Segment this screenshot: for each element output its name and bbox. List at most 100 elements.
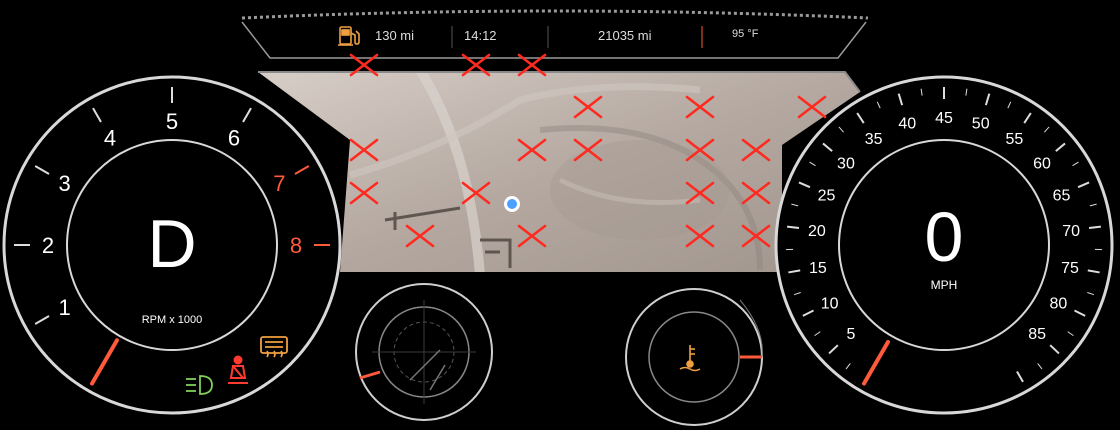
- tachometer: 1 2 3 4 5 6 7 8: [2, 75, 342, 415]
- speedometer-tick: [798, 181, 811, 189]
- fuel-pump-icon: [338, 26, 360, 46]
- tachometer-label: 7: [273, 171, 285, 196]
- map-marker: [573, 138, 603, 162]
- tachometer-label: 8: [290, 233, 302, 258]
- map-marker: [741, 224, 771, 248]
- speedometer-label: 25: [818, 187, 836, 204]
- speedometer-tick: [1072, 161, 1079, 167]
- gear-indicator: D: [147, 206, 197, 282]
- map-marker: [405, 224, 435, 248]
- speedometer-label: 35: [865, 131, 883, 148]
- speedometer-tick: [791, 203, 799, 207]
- speedometer-tick: [1044, 126, 1050, 133]
- tachometer-tick: [294, 165, 310, 175]
- speedometer-tick: [793, 292, 801, 296]
- speedometer-label: 65: [1053, 187, 1071, 204]
- speedometer-tick: [809, 161, 816, 167]
- speedometer-tick: [1055, 142, 1066, 152]
- small-gauge-left: [355, 283, 493, 421]
- speedometer-tick: [876, 101, 881, 109]
- tachometer-ticks: [14, 87, 330, 325]
- tachometer-tick: [242, 107, 252, 123]
- map-marker: [349, 138, 379, 162]
- top-info-bar: [241, 9, 869, 59]
- speedometer-tick: [897, 93, 904, 106]
- speedometer-tick: [1037, 363, 1043, 370]
- tachometer-tick: [34, 315, 50, 325]
- map-marker: [517, 224, 547, 248]
- map-marker: [797, 95, 827, 119]
- navigation-map[interactable]: [250, 70, 870, 280]
- map-markers: [349, 53, 827, 333]
- speedometer-needle: [862, 339, 890, 386]
- speedometer-label: 45: [935, 110, 953, 127]
- speedometer-tick: [786, 225, 800, 230]
- coolant-temp-icon: [679, 345, 701, 372]
- speedometer-tick: [1077, 181, 1090, 189]
- speedometer-tick: [802, 309, 814, 317]
- map-marker: [573, 95, 603, 119]
- speedometer-tick: [814, 331, 821, 337]
- tachometer-label: 6: [228, 126, 240, 151]
- speedometer-tick: [1088, 225, 1102, 230]
- speedometer-label: 50: [972, 115, 990, 132]
- speedometer-tick: [1016, 370, 1024, 383]
- outside-temperature: 95 °F: [732, 28, 759, 40]
- headlight-icon: [186, 375, 213, 395]
- speedometer-tick: [788, 269, 801, 274]
- speedometer-label: 15: [809, 260, 827, 277]
- map-marker: [685, 181, 715, 205]
- tachometer-label: 2: [42, 233, 54, 258]
- map-marker: [461, 53, 491, 77]
- speed-unit-label: MPH: [930, 278, 958, 292]
- tachometer-labels: 1 2 3 4 5 6 7 8: [42, 109, 302, 320]
- speedometer-tick: [1023, 112, 1032, 124]
- speedometer-tick: [845, 363, 851, 370]
- speedometer-label: 10: [821, 295, 839, 312]
- speedometer-label: 85: [1028, 326, 1046, 343]
- speedometer-label: 55: [1005, 131, 1023, 148]
- speedometer-tick: [1049, 344, 1060, 355]
- seatbelt-warning-icon: [228, 355, 248, 384]
- tachometer-label: 4: [104, 126, 116, 151]
- clock: 14:12: [464, 28, 497, 43]
- speedometer-label: 75: [1061, 260, 1079, 277]
- map-marker: [741, 138, 771, 162]
- rear-defrost-icon: [260, 336, 288, 358]
- speed-value: 0: [924, 198, 964, 276]
- range-readout: 130 mi: [375, 28, 415, 43]
- speedometer-tick: [856, 112, 865, 124]
- speedometer-tick: [1067, 331, 1074, 337]
- speedometer-tick: [920, 88, 923, 96]
- rpm-unit-label: RPM x 1000: [141, 314, 203, 326]
- speedometer-label: 80: [1049, 295, 1067, 312]
- speedometer-tick: [1074, 309, 1086, 317]
- tachometer-tick: [92, 107, 102, 123]
- map-marker: [685, 95, 715, 119]
- map-marker: [685, 138, 715, 162]
- map-marker: [741, 181, 771, 205]
- map-marker: [461, 181, 491, 205]
- speedometer-label: 70: [1062, 223, 1080, 240]
- tachometer-tick: [34, 165, 50, 175]
- speedometer-label: 5: [846, 326, 855, 343]
- speedometer-tick: [1087, 269, 1100, 274]
- speedometer-tick: [984, 93, 991, 106]
- map-marker: [517, 138, 547, 162]
- speedometer-label: 20: [808, 223, 826, 240]
- tachometer-label: 5: [166, 109, 178, 134]
- map-marker: [685, 224, 715, 248]
- speedometer-tick: [965, 88, 968, 96]
- speedometer-tick: [828, 344, 839, 355]
- speedometer-label: 60: [1033, 156, 1051, 173]
- odometer-readout: 21035 mi: [598, 28, 652, 43]
- speedometer-label: 30: [837, 156, 855, 173]
- map-marker: [517, 53, 547, 77]
- speedometer-tick: [838, 126, 844, 133]
- tachometer-needle: [90, 338, 119, 386]
- tachometer-label: 3: [58, 171, 70, 196]
- map-marker: [349, 53, 379, 77]
